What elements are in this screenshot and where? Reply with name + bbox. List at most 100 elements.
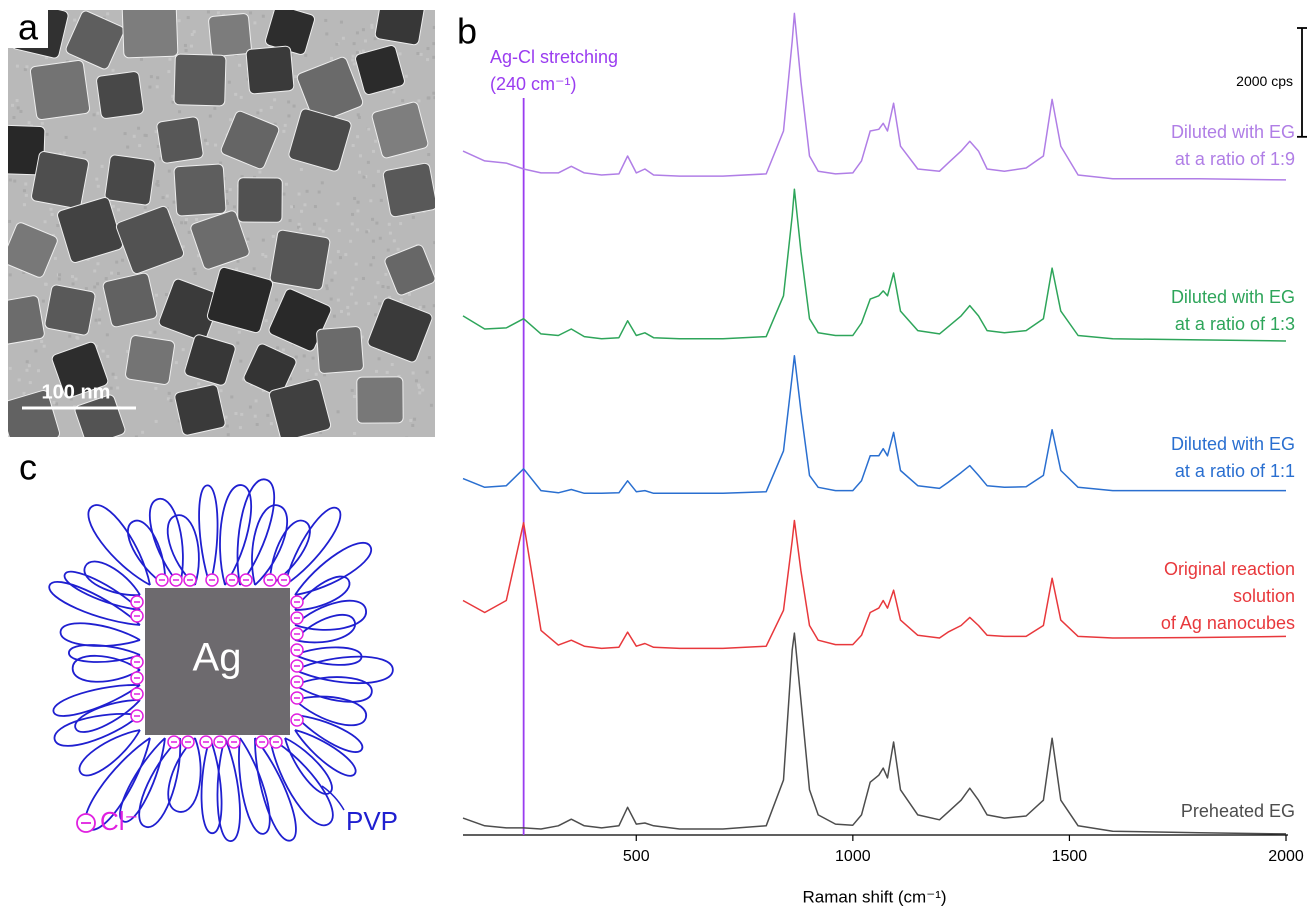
noise — [288, 219, 292, 223]
noise — [292, 104, 296, 108]
noise — [426, 47, 430, 51]
noise — [19, 109, 23, 113]
schematic: Ag Cl⁻ PVP — [48, 478, 398, 842]
noise — [154, 386, 158, 390]
noise — [100, 164, 104, 168]
noise — [96, 282, 100, 286]
noise — [239, 359, 243, 363]
pvp-loop — [294, 729, 357, 777]
noise — [95, 344, 99, 348]
pvp-loop — [294, 695, 367, 727]
noise — [427, 153, 431, 157]
noise — [336, 410, 340, 414]
nanocube — [296, 56, 364, 124]
noise — [264, 254, 268, 258]
noise — [155, 85, 159, 89]
noise — [181, 348, 185, 352]
pvp-loop — [166, 514, 200, 586]
noise — [350, 222, 354, 226]
noise — [50, 212, 54, 216]
noise — [11, 103, 15, 107]
noise — [426, 58, 430, 62]
noise — [183, 43, 187, 47]
noise — [229, 118, 233, 122]
nanocube — [269, 229, 331, 291]
pvp-loop — [294, 575, 351, 611]
noise — [427, 356, 431, 360]
noise — [398, 52, 402, 56]
noise — [253, 414, 257, 418]
series-label: at a ratio of 1:3 — [1175, 314, 1295, 334]
noise — [58, 152, 62, 156]
noise — [255, 423, 259, 427]
noise — [353, 431, 357, 435]
noise — [84, 287, 88, 291]
noise — [432, 42, 435, 46]
noise — [230, 395, 234, 399]
noise — [193, 272, 197, 276]
noise — [181, 245, 185, 249]
nanocube — [8, 222, 58, 278]
noise — [144, 134, 148, 138]
pvp-leader — [321, 785, 345, 811]
noise — [141, 430, 145, 434]
noise — [387, 295, 391, 299]
panel-label: b — [457, 11, 477, 52]
nanocube — [371, 101, 429, 159]
noise — [184, 49, 188, 53]
noise — [34, 349, 38, 353]
nanocube — [208, 13, 252, 57]
noise — [111, 372, 115, 376]
annotation-text: Ag-Cl stretching — [490, 47, 618, 67]
noise — [300, 209, 304, 213]
nanocube — [316, 326, 364, 374]
noise — [15, 64, 19, 68]
nanocube — [121, 10, 179, 59]
noise — [349, 239, 353, 243]
noise — [344, 253, 348, 257]
pvp-loop — [219, 484, 253, 586]
nanocube — [174, 384, 226, 436]
noise — [153, 330, 157, 334]
noise — [325, 32, 329, 36]
noise — [184, 221, 188, 225]
noise — [351, 58, 355, 62]
noise — [381, 285, 385, 289]
noise — [190, 33, 194, 37]
pvp-loop — [198, 484, 219, 586]
noise — [351, 286, 355, 290]
noise — [350, 388, 354, 392]
noise — [214, 143, 218, 147]
pvp-loop — [87, 504, 151, 586]
series-label: at a ratio of 1:1 — [1175, 461, 1295, 481]
noise — [293, 75, 297, 79]
noise — [336, 250, 340, 254]
nanocube — [374, 10, 426, 46]
noise — [287, 114, 291, 118]
noise — [366, 160, 370, 164]
noise — [97, 321, 101, 325]
noise — [356, 228, 360, 232]
noise — [167, 169, 171, 173]
noise — [302, 354, 306, 358]
noise — [224, 415, 228, 419]
noise — [367, 127, 371, 131]
panel-label-box — [8, 10, 48, 48]
spectrum — [462, 519, 1287, 650]
nanocube — [355, 45, 405, 95]
noise — [386, 248, 390, 252]
noise — [25, 65, 29, 69]
nanocube — [356, 376, 404, 424]
noise — [290, 205, 294, 209]
noise — [357, 50, 361, 54]
noise — [156, 76, 160, 80]
noise — [337, 229, 341, 233]
noise — [55, 402, 59, 406]
noise — [411, 423, 415, 427]
noise — [312, 222, 316, 226]
noise — [433, 96, 435, 100]
nanocube — [288, 108, 352, 172]
noise — [139, 57, 143, 61]
pvp-loop — [167, 737, 202, 813]
noise — [413, 417, 417, 421]
